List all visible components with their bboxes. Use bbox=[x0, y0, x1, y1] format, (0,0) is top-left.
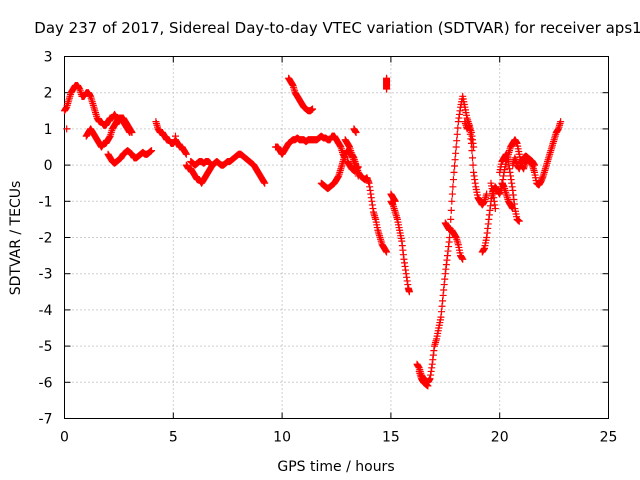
data-point bbox=[206, 159, 214, 167]
y-tick-label: 0 bbox=[44, 158, 53, 174]
x-tick-label: 5 bbox=[169, 430, 178, 446]
data-point bbox=[171, 132, 179, 140]
data-point bbox=[451, 162, 459, 170]
data-point bbox=[451, 156, 459, 164]
x-tick-label: 0 bbox=[60, 430, 69, 446]
data-point bbox=[470, 143, 478, 151]
data-point bbox=[469, 161, 477, 169]
data-point bbox=[469, 154, 476, 162]
x-tick-label: 15 bbox=[382, 430, 400, 446]
grid bbox=[64, 56, 609, 419]
data-point bbox=[468, 147, 476, 155]
data-point bbox=[452, 143, 460, 151]
data-point bbox=[453, 130, 461, 138]
y-tick-label: -4 bbox=[39, 303, 53, 319]
y-tick-label: 3 bbox=[44, 50, 53, 66]
data-point bbox=[424, 382, 432, 390]
data-point bbox=[453, 137, 461, 145]
data-point bbox=[454, 124, 462, 132]
data-point bbox=[515, 217, 523, 225]
x-axis-label: GPS time / hours bbox=[277, 459, 394, 475]
data-point bbox=[391, 197, 399, 205]
data-point bbox=[449, 176, 457, 184]
y-tick-label: -3 bbox=[39, 267, 53, 283]
data-point bbox=[459, 255, 467, 263]
data-point bbox=[450, 168, 458, 176]
chart-title: Day 237 of 2017, Sidereal Day-to-day VTE… bbox=[34, 19, 640, 37]
y-axis-label: SDTVAR / TECUs bbox=[8, 181, 24, 296]
y-tick-label: -6 bbox=[39, 375, 53, 391]
data-point bbox=[531, 161, 539, 169]
data-point bbox=[452, 149, 460, 157]
x-tick-label: 20 bbox=[491, 430, 509, 446]
data-point bbox=[491, 205, 499, 213]
y-tick-label: -1 bbox=[39, 194, 53, 210]
y-tick-label: -7 bbox=[39, 412, 53, 428]
data-point bbox=[383, 248, 391, 256]
x-tick-label: 10 bbox=[273, 430, 291, 446]
data-point bbox=[261, 179, 269, 187]
data-point bbox=[383, 85, 391, 93]
y-tick-label: -2 bbox=[39, 231, 53, 247]
data-points bbox=[61, 74, 565, 390]
data-point bbox=[148, 147, 156, 155]
data-point bbox=[309, 105, 317, 113]
data-point bbox=[354, 163, 362, 171]
data-point bbox=[447, 206, 455, 214]
data-point bbox=[405, 288, 413, 296]
data-point bbox=[354, 172, 362, 180]
data-point bbox=[448, 190, 456, 198]
y-tick-label: -5 bbox=[39, 339, 53, 355]
data-point bbox=[63, 125, 71, 133]
data-point bbox=[446, 234, 454, 241]
data-point bbox=[126, 129, 134, 137]
data-point bbox=[447, 215, 455, 223]
data-point bbox=[557, 118, 565, 126]
data-point bbox=[352, 129, 360, 137]
data-point bbox=[509, 205, 517, 213]
y-tick-label: 2 bbox=[44, 86, 53, 102]
y-tick-label: 1 bbox=[44, 122, 53, 138]
data-point bbox=[448, 197, 456, 205]
data-point bbox=[483, 190, 491, 198]
data-point bbox=[182, 150, 190, 158]
data-point bbox=[449, 183, 457, 191]
x-tick-label: 25 bbox=[600, 430, 618, 446]
